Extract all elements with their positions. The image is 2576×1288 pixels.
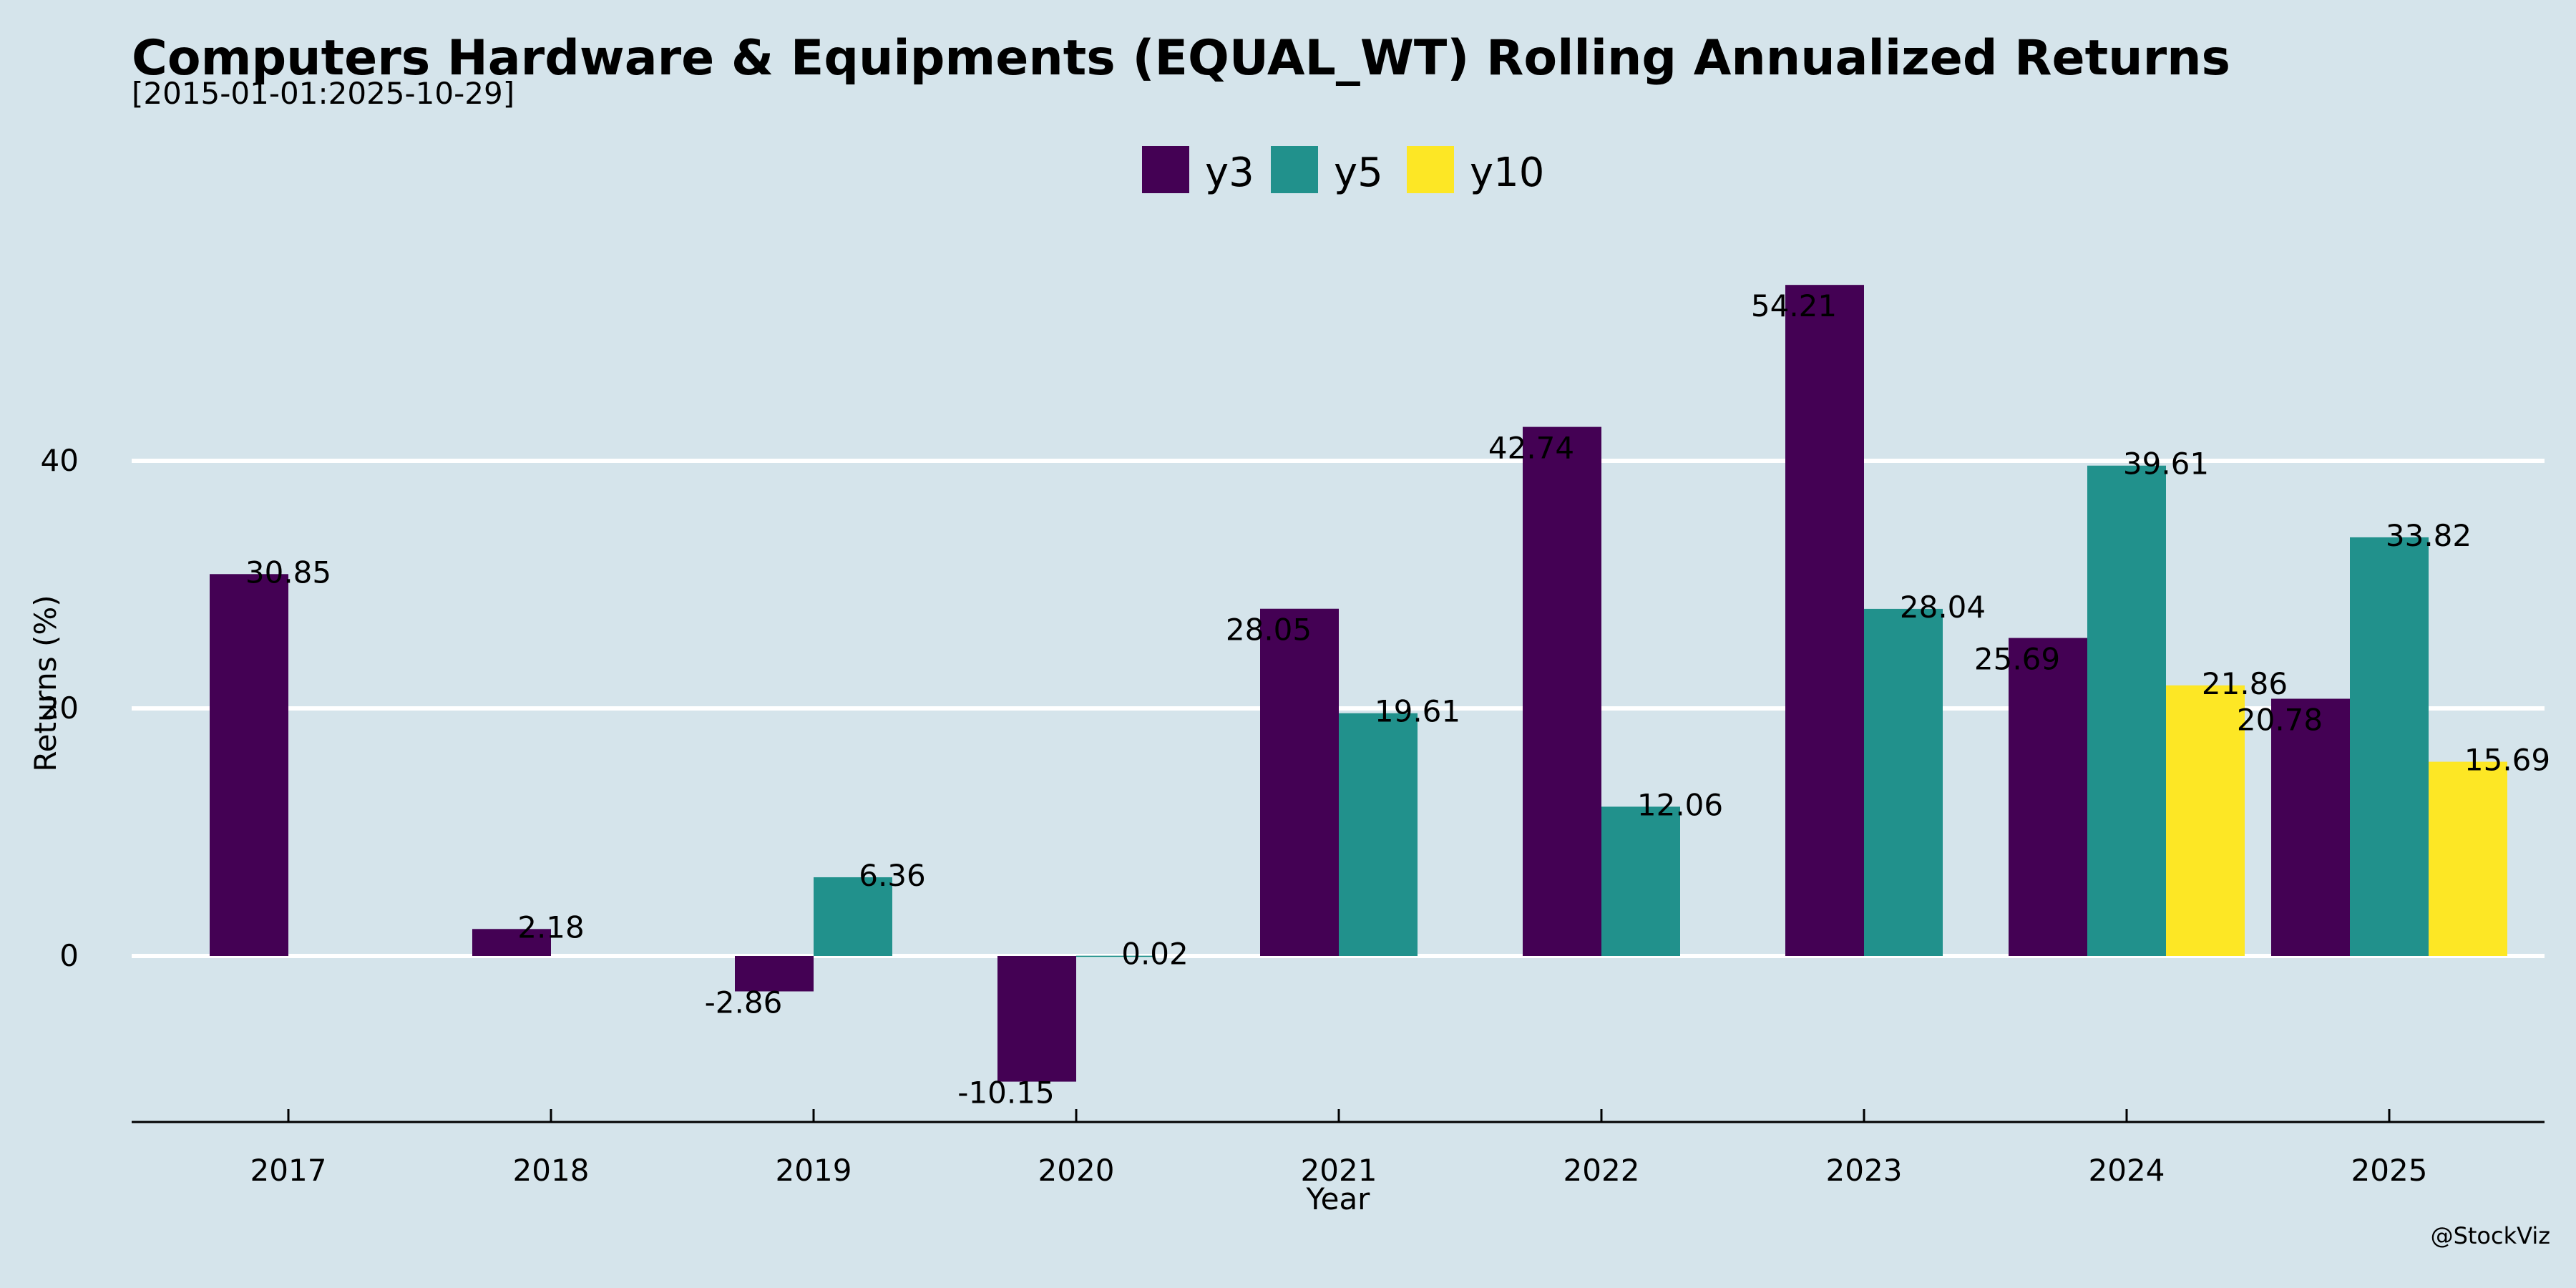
legend-swatch-y3 [1142, 146, 1189, 193]
x-tick-label-2022: 2022 [1563, 1153, 1640, 1188]
bar-y5-2020 [1076, 955, 1155, 957]
bar-y10-2025 [2429, 761, 2507, 956]
y-tick-label-20: 20 [41, 691, 79, 726]
y-tick-label-0: 0 [59, 938, 79, 973]
bar-y10-2024 [2166, 685, 2245, 956]
data-label-y5-2020: 0.02 [1121, 937, 1189, 972]
data-label-y5-2022: 12.06 [1637, 787, 1723, 822]
bar-y3-2022 [1523, 426, 1601, 956]
data-label-y5-2023: 28.04 [1900, 590, 1986, 625]
bar-y3-2018 [472, 929, 551, 956]
bar-y5-2024 [2087, 465, 2166, 956]
bar-y3-2020 [997, 956, 1076, 1082]
x-tick-label-2017: 2017 [250, 1153, 327, 1188]
chart-subtitle: [2015-01-01:2025-10-29] [132, 76, 515, 111]
data-label-y3-2019: -2.86 [705, 985, 783, 1020]
data-label-y10-2024: 21.86 [2202, 666, 2288, 701]
bar-y5-2019 [814, 877, 892, 956]
data-label-y3-2017: 30.85 [245, 555, 331, 590]
bar-y5-2023 [1864, 608, 1943, 956]
watermark: @StockViz [2430, 1222, 2550, 1249]
data-label-y5-2019: 6.36 [859, 858, 926, 893]
bar-y5-2022 [1601, 806, 1680, 956]
bar-y5-2021 [1339, 713, 1418, 956]
bar-y3-2021 [1260, 608, 1339, 956]
data-label-y3-2021: 28.05 [1226, 613, 1312, 648]
legend-label-y10: y10 [1470, 150, 1544, 196]
data-label-y5-2024: 39.61 [2123, 447, 2209, 482]
legend-swatch-y10 [1407, 146, 1454, 193]
x-tick-label-2018: 2018 [513, 1153, 590, 1188]
bar-y3-2017 [210, 574, 288, 956]
x-tick-label-2020: 2020 [1038, 1153, 1115, 1188]
data-label-y5-2025: 33.82 [2386, 518, 2472, 553]
bar-y3-2025 [2271, 698, 2350, 956]
bar-y5-2025 [2350, 537, 2429, 956]
y-tick-label-40: 40 [41, 443, 79, 478]
data-label-y5-2021: 19.61 [1375, 694, 1460, 729]
y-axis-label: Returns (%) [28, 595, 63, 771]
data-label-y3-2024: 25.69 [1974, 642, 2060, 677]
chart-title: Computers Hardware & Equipments (EQUAL_W… [132, 30, 2230, 87]
legend-label-y5: y5 [1334, 150, 1383, 196]
data-label-y3-2025: 20.78 [2237, 703, 2323, 738]
legend-swatch-y5 [1271, 146, 1318, 193]
data-label-y10-2025: 15.69 [2464, 743, 2550, 778]
x-axis-label: Year [1306, 1181, 1371, 1216]
legend-label-y3: y3 [1205, 150, 1254, 196]
data-label-y3-2020: -10.15 [957, 1075, 1054, 1111]
data-label-y3-2023: 54.21 [1751, 288, 1837, 323]
bar-y3-2024 [2009, 638, 2087, 956]
x-tick-label-2023: 2023 [1826, 1153, 1903, 1188]
data-label-y3-2018: 2.18 [517, 909, 585, 945]
data-label-y3-2022: 42.74 [1488, 431, 1574, 466]
x-tick-label-2019: 2019 [776, 1153, 852, 1188]
x-tick-label-2021: 2021 [1301, 1153, 1377, 1188]
bar-y3-2023 [1785, 285, 1864, 956]
bar-y3-2019 [735, 956, 814, 992]
x-tick-label-2024: 2024 [2089, 1153, 2165, 1188]
x-tick-label-2025: 2025 [2351, 1153, 2428, 1188]
